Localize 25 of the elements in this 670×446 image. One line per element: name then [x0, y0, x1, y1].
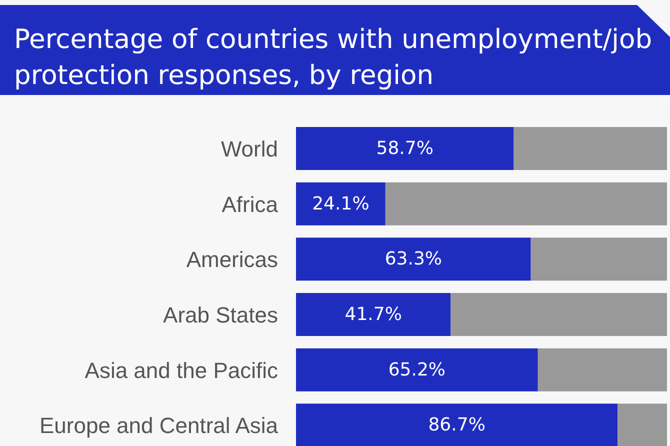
data-label: 63.3%: [384, 248, 442, 270]
y-tick-label: Arab States: [163, 302, 278, 328]
bar: [514, 127, 667, 170]
data-label: 65.2%: [388, 359, 446, 380]
bar: [530, 238, 667, 281]
data-label: 24.1%: [312, 193, 370, 214]
data-label: 41.7%: [344, 304, 402, 325]
bar: [296, 182, 386, 226]
bar: [450, 293, 667, 336]
bar: [296, 238, 531, 281]
y-tick-label: Asia and the Pacific: [84, 358, 278, 383]
data-label: 58.7%: [376, 138, 434, 159]
bar: [296, 293, 451, 336]
bar: [296, 348, 538, 392]
bar: [385, 182, 667, 226]
bar: [538, 348, 667, 392]
bar: [296, 127, 514, 170]
y-tick-label: World: [220, 136, 278, 162]
data-label: 86.7%: [428, 414, 486, 436]
bar: [618, 404, 667, 446]
chart-title: Percentage of countries with unemployment/job protection responses, by region: [0, 5, 670, 95]
bar: [296, 404, 618, 446]
y-tick-label: Americas: [186, 247, 278, 272]
y-tick-label: Africa: [222, 192, 279, 217]
y-tick-label: Europe and Central Asia: [40, 413, 279, 438]
